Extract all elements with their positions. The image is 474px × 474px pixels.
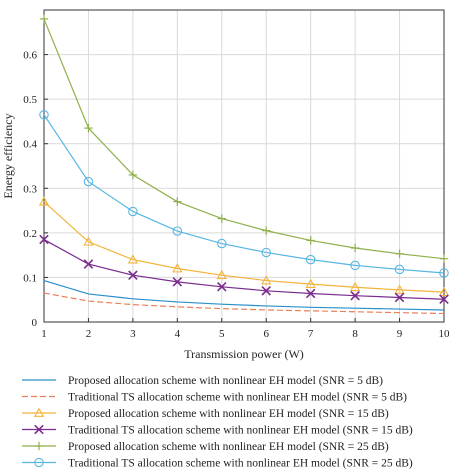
legend-label: Traditional TS allocation scheme with no…	[68, 458, 413, 470]
legend-entry: Proposed allocation scheme with nonlinea…	[22, 407, 389, 420]
data-point	[349, 281, 361, 292]
data-point	[216, 269, 227, 280]
data-point	[172, 263, 183, 273]
data-point	[217, 238, 227, 249]
y-tick-label: 0.4	[23, 139, 37, 151]
legend-label: Proposed allocation scheme with nonlinea…	[68, 375, 383, 387]
legend-label: Proposed allocation scheme with nonlinea…	[68, 441, 389, 453]
legend-entry: Proposed allocation scheme with nonlinea…	[22, 441, 389, 453]
series-line	[43, 279, 445, 311]
legend-entry: Traditional TS allocation scheme with no…	[22, 392, 407, 404]
legend-label: Traditional TS allocation scheme with no…	[68, 392, 407, 404]
data-point	[438, 286, 450, 297]
data-point	[439, 294, 449, 305]
series-5	[39, 14, 449, 263]
chart-gridlines	[43, 10, 445, 323]
y-tick-label: 0.1	[23, 272, 37, 284]
legend-entry: Proposed allocation scheme with nonlinea…	[22, 375, 383, 387]
data-point	[261, 286, 271, 296]
data-point	[350, 290, 360, 301]
y-tick-label: 0.5	[23, 94, 37, 106]
data-point	[172, 226, 183, 236]
y-tick-label: 0.3	[23, 183, 37, 195]
data-point	[39, 109, 49, 120]
data-point	[83, 259, 94, 269]
data-point	[217, 282, 227, 292]
data-point	[394, 292, 405, 303]
legend-marker	[33, 407, 45, 417]
series-line	[43, 114, 445, 274]
data-point	[83, 236, 94, 246]
data-point	[395, 249, 404, 259]
data-point	[261, 247, 271, 258]
data-point	[128, 170, 138, 180]
legend-label: Traditional TS allocation scheme with no…	[68, 425, 413, 437]
x-tick-label: 4	[175, 328, 181, 340]
series-6	[39, 109, 449, 278]
x-tick-label: 10	[439, 328, 451, 340]
x-tick-label: 5	[219, 328, 225, 340]
data-point	[39, 14, 49, 24]
x-tick-label: 6	[263, 328, 269, 340]
series-2	[43, 292, 445, 315]
data-point	[172, 277, 183, 287]
y-tick-label: 0.6	[23, 50, 37, 62]
data-point	[261, 275, 272, 285]
x-tick-label: 8	[352, 328, 358, 340]
data-point	[83, 176, 94, 187]
y-axis-title: Energy efficiency	[1, 113, 15, 198]
legend-marker	[34, 441, 44, 451]
x-tick-label: 7	[308, 328, 314, 340]
data-point	[217, 214, 226, 223]
x-axis-title: Transmission power (W)	[184, 347, 304, 361]
legend-marker	[34, 424, 44, 435]
data-point	[38, 196, 50, 206]
legend-label: Proposed allocation scheme with nonlinea…	[68, 408, 389, 420]
data-point	[305, 278, 316, 289]
data-point	[39, 234, 49, 245]
y-tick-label: 0.2	[23, 228, 37, 240]
series-4	[39, 234, 449, 305]
x-tick-label: 2	[86, 328, 92, 340]
chart-legend: Proposed allocation scheme with nonlinea…	[22, 375, 413, 470]
data-point	[305, 254, 316, 265]
chart-series	[38, 14, 450, 315]
x-tick-label: 1	[41, 328, 47, 340]
series-line	[43, 292, 445, 315]
plot-frame	[43, 9, 445, 323]
data-point	[350, 243, 360, 253]
data-point	[262, 226, 271, 235]
series-3	[38, 196, 450, 297]
series-1	[43, 279, 445, 311]
legend-entry: Traditional TS allocation scheme with no…	[22, 458, 413, 470]
legend-marker	[34, 457, 44, 468]
series-line	[43, 18, 445, 260]
y-tick-label: 0	[32, 317, 38, 329]
data-point	[350, 260, 360, 271]
data-point	[127, 254, 139, 264]
series-line	[43, 201, 445, 293]
data-point	[306, 236, 315, 245]
x-tick-label: 3	[130, 328, 136, 340]
series-line	[43, 239, 445, 300]
x-tick-label: 9	[397, 328, 403, 340]
data-point	[128, 270, 138, 280]
data-point	[439, 254, 449, 263]
chart-ticks: 1 2 3 4 5 6 7 8 9 10 0 0.1 0.2 0.3 0.4 0.5 0.6	[23, 50, 450, 340]
data-point	[439, 268, 449, 278]
data-point	[128, 206, 138, 217]
data-point	[173, 197, 182, 206]
data-point	[84, 123, 93, 133]
data-point	[394, 264, 405, 275]
data-point	[394, 284, 405, 294]
legend-entry: Traditional TS allocation scheme with no…	[22, 425, 413, 437]
data-point	[305, 288, 316, 299]
